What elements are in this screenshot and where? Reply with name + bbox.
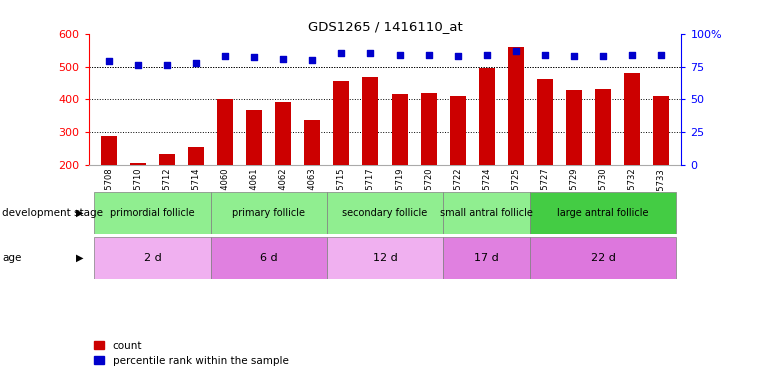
- Point: [655, 52, 668, 58]
- Point: [539, 52, 551, 58]
- Bar: [188, 147, 204, 165]
- Point: [219, 53, 231, 59]
- Point: [102, 58, 115, 64]
- Text: 6 d: 6 d: [260, 253, 277, 263]
- Bar: [566, 90, 582, 165]
- Bar: [653, 96, 669, 165]
- Bar: [479, 68, 494, 165]
- Point: [161, 62, 173, 68]
- Point: [480, 52, 493, 58]
- Text: development stage: development stage: [2, 208, 103, 218]
- Bar: [95, 237, 211, 279]
- Point: [423, 52, 435, 58]
- Point: [393, 52, 406, 58]
- Point: [364, 51, 377, 57]
- Bar: [333, 81, 350, 165]
- Bar: [217, 99, 233, 165]
- Bar: [95, 192, 211, 234]
- Bar: [443, 237, 531, 279]
- Bar: [130, 163, 146, 165]
- Bar: [327, 237, 443, 279]
- Text: ▶: ▶: [75, 208, 83, 218]
- Point: [510, 48, 522, 54]
- Text: 2 d: 2 d: [144, 253, 162, 263]
- Text: age: age: [2, 253, 22, 263]
- Point: [277, 56, 290, 62]
- Bar: [304, 120, 320, 165]
- Bar: [211, 237, 327, 279]
- Legend: count, percentile rank within the sample: count, percentile rank within the sample: [94, 341, 289, 366]
- Bar: [443, 192, 531, 234]
- Text: primordial follicle: primordial follicle: [110, 208, 195, 218]
- Text: large antral follicle: large antral follicle: [557, 208, 649, 218]
- Point: [597, 53, 609, 59]
- Text: ▶: ▶: [75, 253, 83, 263]
- Bar: [211, 192, 327, 234]
- Bar: [101, 136, 117, 165]
- Bar: [391, 94, 407, 165]
- Bar: [276, 102, 291, 165]
- Bar: [531, 237, 675, 279]
- Point: [626, 52, 638, 58]
- Text: secondary follicle: secondary follicle: [343, 208, 427, 218]
- Point: [190, 60, 203, 66]
- Bar: [327, 192, 443, 234]
- Bar: [246, 110, 263, 165]
- Text: primary follicle: primary follicle: [233, 208, 305, 218]
- Point: [451, 53, 464, 59]
- Point: [132, 62, 144, 68]
- Bar: [159, 154, 175, 165]
- Point: [248, 54, 260, 60]
- Bar: [537, 79, 553, 165]
- Bar: [531, 192, 675, 234]
- Text: small antral follicle: small antral follicle: [440, 208, 533, 218]
- Point: [306, 57, 319, 63]
- Bar: [450, 96, 466, 165]
- Text: 17 d: 17 d: [474, 253, 499, 263]
- Point: [335, 51, 347, 57]
- Text: 12 d: 12 d: [373, 253, 397, 263]
- Title: GDS1265 / 1416110_at: GDS1265 / 1416110_at: [308, 20, 462, 33]
- Bar: [363, 77, 379, 165]
- Bar: [507, 47, 524, 165]
- Point: [567, 53, 580, 59]
- Bar: [420, 93, 437, 165]
- Bar: [595, 89, 611, 165]
- Text: 22 d: 22 d: [591, 253, 615, 263]
- Bar: [624, 73, 640, 165]
